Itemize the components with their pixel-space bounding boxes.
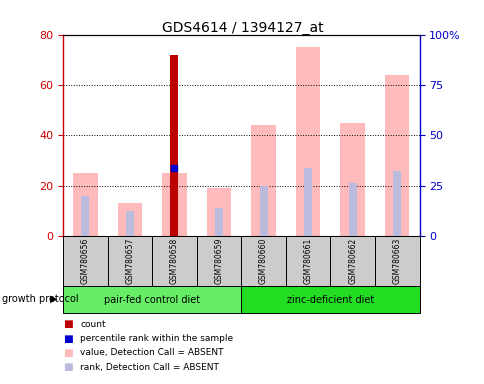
Text: ▶: ▶ <box>50 294 57 304</box>
Bar <box>214 209 223 236</box>
Bar <box>118 204 142 236</box>
Bar <box>285 236 330 286</box>
Bar <box>251 125 275 236</box>
Text: GSM780656: GSM780656 <box>81 238 90 284</box>
Bar <box>348 183 356 236</box>
Text: GSM780660: GSM780660 <box>258 238 268 284</box>
Text: ■: ■ <box>63 334 73 344</box>
Bar <box>340 123 364 236</box>
Bar <box>206 188 231 236</box>
Bar <box>63 236 107 286</box>
Bar <box>393 170 400 236</box>
Bar <box>170 55 178 236</box>
Bar <box>241 236 285 286</box>
Bar <box>197 236 241 286</box>
Text: ■: ■ <box>63 348 73 358</box>
Text: GSM780662: GSM780662 <box>348 238 356 284</box>
Text: GSM780657: GSM780657 <box>125 238 134 284</box>
Bar <box>81 196 89 236</box>
Text: ■: ■ <box>63 319 73 329</box>
Bar <box>107 236 152 286</box>
Text: pair-fed control diet: pair-fed control diet <box>104 295 200 305</box>
Bar <box>259 186 267 236</box>
Bar <box>241 286 419 313</box>
Text: percentile rank within the sample: percentile rank within the sample <box>80 334 233 343</box>
Text: ■: ■ <box>63 362 73 372</box>
Bar <box>374 236 419 286</box>
Bar <box>126 211 134 236</box>
Bar <box>162 173 186 236</box>
Bar <box>170 168 178 236</box>
Bar <box>295 47 320 236</box>
Text: GSM780658: GSM780658 <box>169 238 179 284</box>
Text: GSM780659: GSM780659 <box>214 238 223 284</box>
Text: count: count <box>80 320 106 329</box>
Bar <box>303 168 312 236</box>
Text: growth protocol: growth protocol <box>2 294 79 304</box>
Bar <box>384 75 408 236</box>
Bar <box>330 236 374 286</box>
Text: zinc-deficient diet: zinc-deficient diet <box>286 295 373 305</box>
Text: GDS4614 / 1394127_at: GDS4614 / 1394127_at <box>161 21 323 35</box>
Bar <box>73 173 97 236</box>
Bar <box>152 236 197 286</box>
Text: value, Detection Call = ABSENT: value, Detection Call = ABSENT <box>80 348 223 358</box>
Text: GSM780663: GSM780663 <box>392 238 401 284</box>
Text: GSM780661: GSM780661 <box>303 238 312 284</box>
Bar <box>63 286 241 313</box>
Text: rank, Detection Call = ABSENT: rank, Detection Call = ABSENT <box>80 362 218 372</box>
